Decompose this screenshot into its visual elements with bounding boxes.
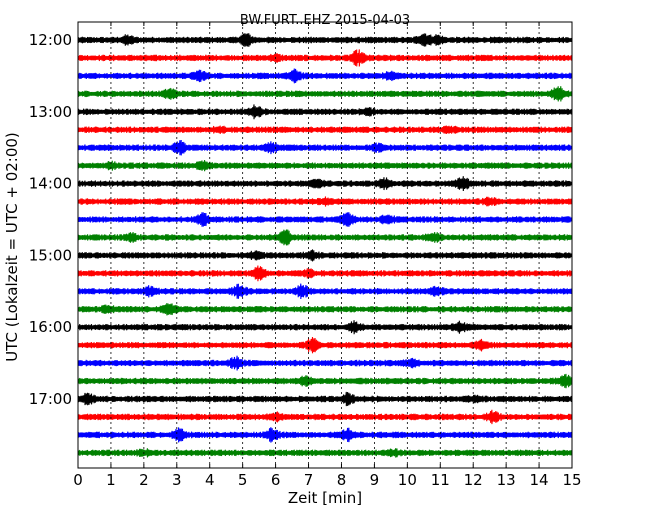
trace-line	[77, 68, 572, 84]
tick-layer: 0 1 2 3 4 5 6 7 8 9 10 11 12 13 14 1512:0013:0014:0015:…	[29, 22, 582, 489]
x-tick-label: 6	[271, 471, 281, 489]
y-tick-label: 13:00	[29, 103, 72, 121]
trace-line	[77, 409, 572, 425]
x-tick-label: 0	[73, 471, 83, 489]
y-tick-label: 16:00	[29, 318, 72, 336]
y-tick-label: 15:00	[29, 246, 72, 264]
trace-line	[77, 355, 572, 371]
x-tick-label: 5	[238, 471, 248, 489]
trace-line	[77, 373, 572, 389]
trace-line	[77, 320, 572, 335]
x-axis-label: Zeit [min]	[288, 489, 362, 507]
trace-line	[77, 448, 572, 458]
x-tick-label: 9	[370, 471, 380, 489]
trace-line	[77, 391, 572, 407]
x-tick-label: 3	[172, 471, 182, 489]
trace-line	[77, 160, 572, 172]
x-tick-label: 12	[464, 471, 483, 489]
x-tick-label: 13	[497, 471, 516, 489]
x-tick-label: 10	[398, 471, 417, 489]
trace-layer	[77, 33, 572, 458]
x-tick-label: 8	[337, 471, 347, 489]
trace-line	[77, 176, 572, 192]
y-tick-label: 14:00	[29, 175, 72, 193]
trace-line	[77, 86, 572, 102]
chart-title: BW.FURT..EHZ 2015-04-03	[240, 13, 410, 28]
x-tick-label: 4	[205, 471, 215, 489]
y-tick-label: 17:00	[29, 390, 72, 408]
x-tick-label: 11	[431, 471, 450, 489]
trace-line	[77, 139, 572, 156]
x-tick-label: 15	[562, 471, 581, 489]
trace-line	[77, 212, 572, 227]
trace-line	[77, 125, 572, 134]
trace-line	[77, 283, 572, 300]
trace-line	[77, 265, 572, 282]
y-axis-label: UTC (Lokalzeit = UTC + 02:00)	[3, 132, 21, 362]
trace-line	[77, 303, 572, 316]
trace-line	[77, 196, 572, 207]
y-tick-label: 12:00	[29, 31, 72, 49]
trace-line	[77, 229, 572, 246]
trace-line	[77, 104, 572, 120]
plot-frame	[77, 21, 573, 469]
grid-layer	[110, 22, 540, 468]
trace-line	[77, 427, 572, 443]
trace-line	[77, 49, 572, 67]
x-tick-label: 2	[139, 471, 149, 489]
trace-line	[77, 249, 572, 262]
x-tick-label: 14	[530, 471, 549, 489]
trace-line	[77, 336, 572, 354]
x-tick-label: 1	[106, 471, 116, 489]
x-tick-label: 7	[304, 471, 314, 489]
trace-line	[77, 33, 572, 47]
